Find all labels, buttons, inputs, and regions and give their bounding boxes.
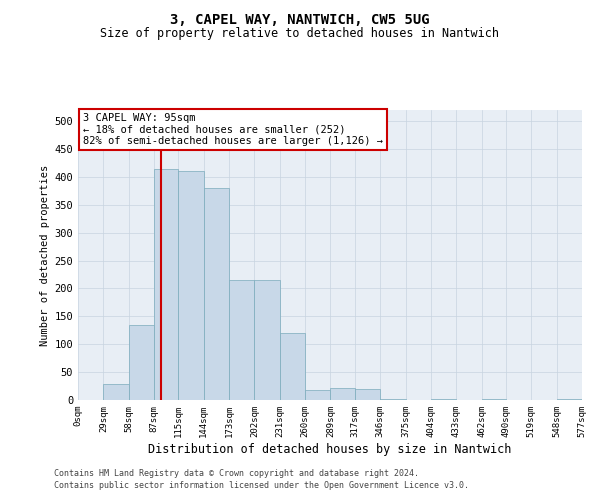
Text: Size of property relative to detached houses in Nantwich: Size of property relative to detached ho… [101,28,499,40]
Bar [280,333,305,400]
Bar [254,280,280,400]
Bar [128,324,154,400]
Bar [431,399,456,400]
Bar [331,388,355,400]
Bar [380,399,406,400]
Bar [229,280,254,400]
Bar [355,389,380,400]
Bar [154,168,178,400]
Bar [204,188,229,400]
X-axis label: Distribution of detached houses by size in Nantwich: Distribution of detached houses by size … [148,442,512,456]
Text: Contains HM Land Registry data © Crown copyright and database right 2024.: Contains HM Land Registry data © Crown c… [54,468,419,477]
Y-axis label: Number of detached properties: Number of detached properties [40,164,50,346]
Bar [305,390,331,400]
Bar [103,384,128,400]
Bar [178,172,204,400]
Text: Contains public sector information licensed under the Open Government Licence v3: Contains public sector information licen… [54,481,469,490]
Text: 3 CAPEL WAY: 95sqm
← 18% of detached houses are smaller (252)
82% of semi-detach: 3 CAPEL WAY: 95sqm ← 18% of detached hou… [83,113,383,146]
Text: 3, CAPEL WAY, NANTWICH, CW5 5UG: 3, CAPEL WAY, NANTWICH, CW5 5UG [170,12,430,26]
